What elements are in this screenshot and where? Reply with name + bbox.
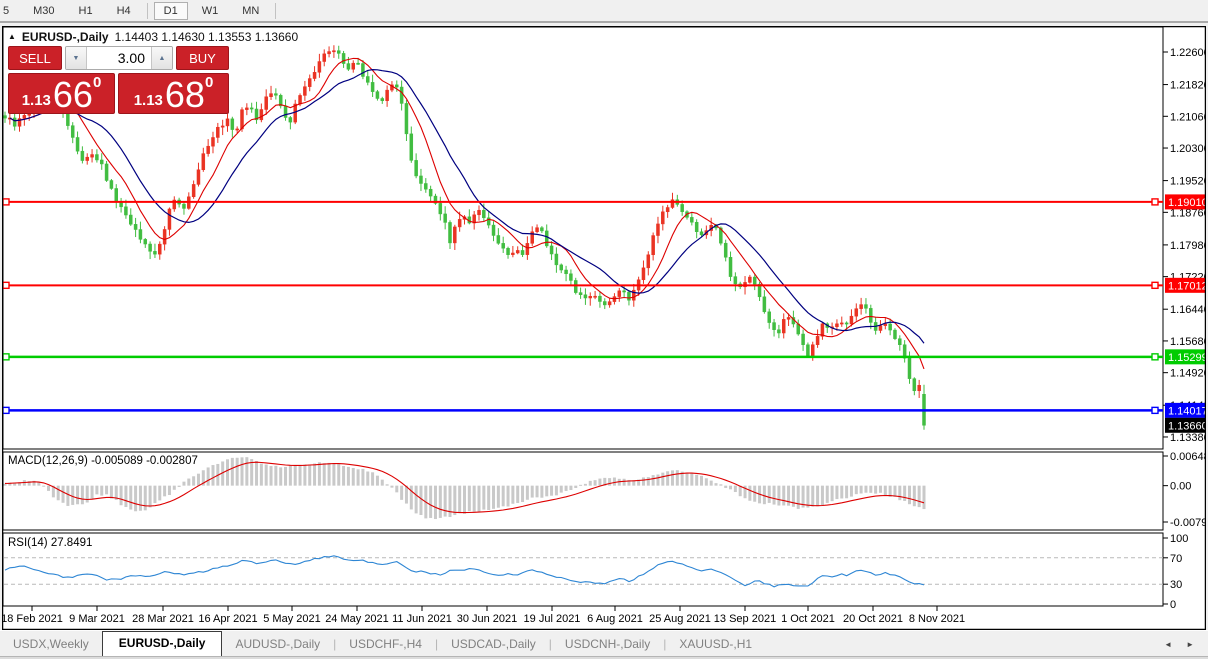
svg-text:1.13380: 1.13380 — [1170, 432, 1206, 444]
timeframe-button-h4[interactable]: H4 — [116, 4, 131, 17]
svg-text:1.17012: 1.17012 — [1168, 280, 1206, 292]
svg-text:MACD(12,26,9) -0.005089 -0.002: MACD(12,26,9) -0.005089 -0.002807 — [8, 455, 198, 467]
timeframe-button-d1[interactable]: D1 — [153, 1, 188, 20]
svg-text:25 Aug 2021: 25 Aug 2021 — [649, 613, 711, 625]
macd-indicator — [3, 457, 926, 520]
svg-text:0.00: 0.00 — [1170, 481, 1191, 493]
ask-price-sup: 0 — [204, 74, 214, 91]
chart-symbol-label: EURUSD-,Daily — [21, 30, 109, 44]
moving-averages — [9, 57, 925, 370]
svg-text:1.15680: 1.15680 — [1170, 336, 1206, 348]
timeframe-button-mn[interactable]: MN — [242, 4, 260, 17]
svg-text:70: 70 — [1170, 553, 1182, 565]
chart-collapse-icon[interactable]: ▲ — [8, 31, 16, 41]
bid-price-big: 66 — [52, 74, 93, 116]
chart-title: ▲ EURUSD-,Daily 1.14403 1.14630 1.13553 … — [8, 30, 298, 44]
svg-text:18 Feb 2021: 18 Feb 2021 — [2, 613, 63, 625]
chart-window: MACD(12,26,9) -0.005089 -0.002807 RSI(14)… — [2, 26, 1206, 630]
volume-spinner: ▼ ▲ — [65, 46, 173, 70]
buy-button[interactable]: BUY — [176, 46, 229, 70]
svg-text:24 May 2021: 24 May 2021 — [325, 613, 389, 625]
timeframe-button-h1[interactable]: H1 — [78, 4, 93, 17]
svg-text:8 Nov 2021: 8 Nov 2021 — [909, 613, 965, 625]
svg-text:1.19520: 1.19520 — [1170, 176, 1206, 188]
svg-text:1.13660: 1.13660 — [1168, 420, 1206, 432]
tab-usdcad-daily[interactable]: USDCAD-,Daily — [451, 637, 536, 651]
date-axis: 18 Feb 2021 9 Mar 2021 28 Mar 2021 16 Apr 2… — [2, 606, 965, 625]
svg-text:16 Apr 2021: 16 Apr 2021 — [198, 613, 257, 625]
svg-text:1.21820: 1.21820 — [1170, 80, 1206, 92]
svg-text:-0.007947: -0.007947 — [1170, 517, 1206, 529]
tab-separator: | — [434, 637, 439, 651]
toolbar-separator — [146, 2, 148, 19]
svg-text:30 Jun 2021: 30 Jun 2021 — [457, 613, 518, 625]
tab-usdchf-h4[interactable]: USDCHF-,H4 — [349, 637, 422, 651]
svg-text:1.14017: 1.14017 — [1168, 405, 1206, 417]
svg-text:1.21060: 1.21060 — [1170, 111, 1206, 123]
horizontal-level-lines[interactable] — [2, 198, 1163, 415]
timeframe-toolbar: 5 M30 H1 H4 D1 W1 MN — [0, 0, 1208, 23]
tab-xauusd-h1[interactable]: XAUUSD-,H1 — [679, 637, 753, 651]
svg-text:0.006485: 0.006485 — [1170, 451, 1206, 463]
bid-price-sup: 0 — [92, 74, 102, 91]
svg-text:1.15299: 1.15299 — [1168, 352, 1206, 364]
tab-eurusd-daily[interactable]: EURUSD-,Daily — [101, 631, 223, 656]
indicator-titles: MACD(12,26,9) -0.005089 -0.002807 RSI(14)… — [8, 455, 198, 549]
svg-text:1.16440: 1.16440 — [1170, 304, 1206, 316]
tab-separator: | — [333, 637, 337, 651]
tab-usdcnh-daily[interactable]: USDCNH-,Daily — [564, 637, 651, 651]
svg-text:6 Aug 2021: 6 Aug 2021 — [587, 613, 643, 625]
svg-text:28 Mar 2021: 28 Mar 2021 — [132, 613, 194, 625]
svg-text:5 May 2021: 5 May 2021 — [263, 613, 320, 625]
chart-panes — [2, 26, 1164, 607]
sell-button[interactable]: SELL — [8, 46, 62, 70]
toolbar-separator — [275, 2, 277, 19]
ask-price-tile[interactable]: 1.13 68 0 — [118, 73, 229, 114]
svg-text:13 Sep 2021: 13 Sep 2021 — [714, 613, 776, 625]
svg-text:9 Mar 2021: 9 Mar 2021 — [69, 613, 125, 625]
bid-price-small: 1.13 — [21, 92, 51, 109]
timeframe-button-m30[interactable]: M30 — [33, 4, 55, 17]
tabs-scroll-right-icon[interactable]: ► — [1186, 640, 1194, 649]
rsi-indicator — [4, 555, 925, 588]
tabs-scroll-left-icon[interactable]: ◄ — [1164, 640, 1173, 649]
volume-input[interactable] — [87, 47, 151, 69]
tab-usdx-weekly[interactable]: USDX,Weekly — [13, 637, 89, 651]
volume-decrease-icon[interactable]: ▼ — [66, 47, 87, 69]
ask-price-big: 68 — [164, 74, 205, 116]
svg-text:1.14920: 1.14920 — [1170, 368, 1206, 380]
one-click-trade-panel: SELL ▼ ▲ BUY 1.13 66 0 1.13 68 0 — [8, 46, 229, 114]
price-axis: 1.22600 1.21820 1.21060 1.20300 1.19520 1.187… — [1163, 47, 1206, 611]
svg-text:1.19010: 1.19010 — [1168, 197, 1206, 209]
svg-text:0: 0 — [1170, 599, 1176, 611]
svg-text:RSI(14) 27.8491: RSI(14) 27.8491 — [8, 537, 92, 549]
svg-text:100: 100 — [1170, 533, 1188, 545]
volume-increase-icon[interactable]: ▲ — [151, 47, 172, 69]
svg-text:19 Jul 2021: 19 Jul 2021 — [524, 613, 581, 625]
timeframe-button-w1[interactable]: W1 — [201, 4, 219, 17]
svg-text:1 Oct 2021: 1 Oct 2021 — [781, 613, 835, 625]
tab-separator: | — [548, 637, 552, 651]
chart-ohlc-values: 1.14403 1.14630 1.13553 1.13660 — [114, 30, 299, 44]
chart-tab-bar: USDX,Weekly EURUSD-,Daily AUDUSD-,Daily | US… — [0, 630, 1208, 656]
price-chart-canvas[interactable]: MACD(12,26,9) -0.005089 -0.002807 RSI(14)… — [2, 26, 1206, 630]
svg-text:30: 30 — [1170, 579, 1182, 591]
tab-separator: | — [663, 637, 667, 651]
svg-text:11 Jun 2021: 11 Jun 2021 — [392, 613, 452, 625]
ask-price-small: 1.13 — [133, 92, 163, 109]
level-price-labels: 1.19010 1.17012 1.15299 1.14017 1.13660 — [1165, 194, 1206, 433]
status-bar — [0, 656, 1208, 659]
candles-layer — [3, 45, 926, 430]
svg-text:1.20300: 1.20300 — [1170, 143, 1206, 155]
svg-text:1.22600: 1.22600 — [1170, 47, 1206, 59]
svg-text:1.18760: 1.18760 — [1170, 207, 1206, 219]
bid-price-tile[interactable]: 1.13 66 0 — [8, 73, 115, 114]
svg-text:20 Oct 2021: 20 Oct 2021 — [843, 613, 903, 625]
svg-text:1.17980: 1.17980 — [1170, 240, 1206, 252]
tab-audusd-daily[interactable]: AUDUSD-,Daily — [235, 637, 321, 651]
timeframe-button-5[interactable]: 5 — [3, 4, 10, 17]
